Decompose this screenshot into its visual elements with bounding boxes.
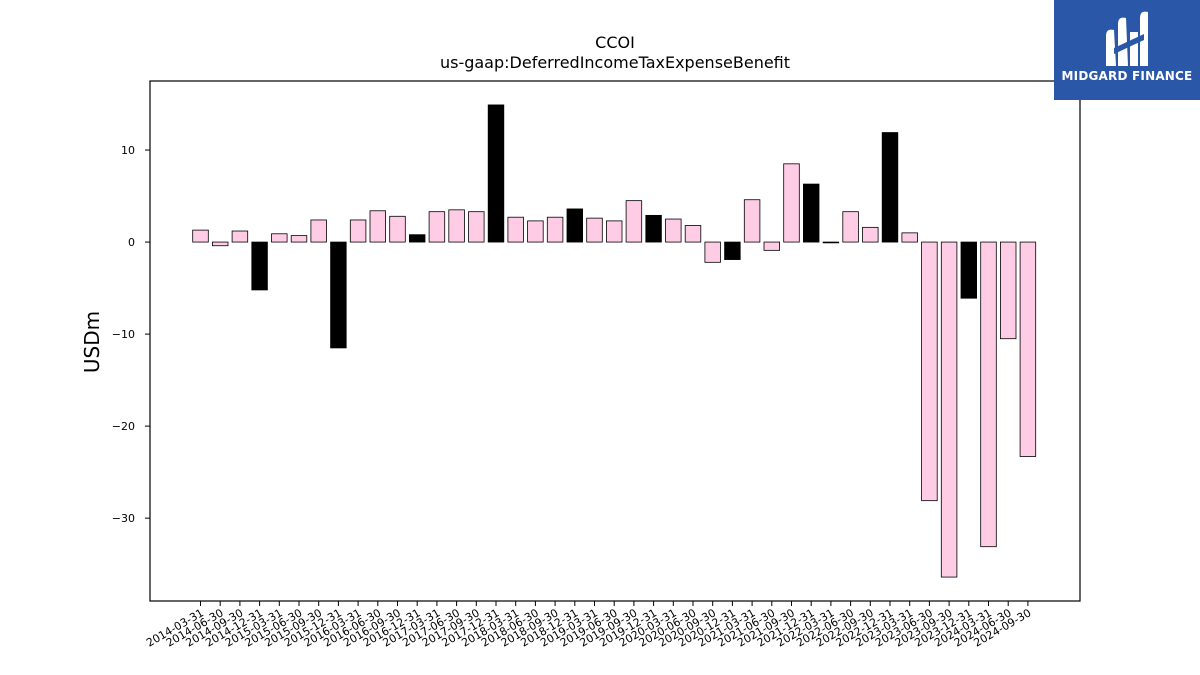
bar-2015-06-30 [290,235,308,243]
bar-2023-06-30 [921,241,938,502]
bar-2023-12-31 [960,241,978,299]
bar-2016-03-31 [349,219,367,243]
bar-2020-06-30 [684,225,702,243]
bar-2019-12-31 [645,214,662,243]
bar-2014-03-31 [192,229,209,243]
bar-2021-09-30 [783,163,800,243]
bar-2022-03-31 [822,241,840,244]
bar-2015-12-31 [330,241,347,349]
bar-2016-06-30 [369,210,387,243]
bar-2016-12-31 [408,234,426,243]
y-tick-label: −20 [112,420,135,433]
bar-2017-09-30 [468,211,485,243]
bar-2021-06-30 [763,241,781,251]
y-tick-label: 0 [128,236,135,249]
bar-2014-06-30 [211,241,229,247]
brand-logo: MIDGARD FINANCE [1054,0,1200,100]
midgard-logo-icon [1106,11,1148,67]
bar-2021-12-31 [803,183,820,243]
bar-2017-12-31 [487,104,505,243]
chart-subtitle: us-gaap:DeferredIncomeTaxExpenseBenefit [440,53,790,72]
bar-2019-03-31 [586,217,603,243]
bar-2018-12-31 [566,208,584,243]
bar-2024-09-30 [1019,241,1037,457]
bar-2022-12-31 [881,132,899,243]
bar-2020-12-31 [724,241,741,260]
bar-2023-03-31 [901,232,918,243]
bar-2014-09-30 [231,230,249,243]
bar-2022-09-30 [862,226,879,243]
bar-2019-09-30 [625,200,643,243]
bar-2016-09-30 [389,215,406,243]
bar-2017-03-31 [428,211,446,243]
bar-2015-09-30 [310,219,327,243]
y-tick-label: 10 [121,144,135,157]
bar-2018-06-30 [527,220,544,243]
y-tick-label: −30 [112,512,135,525]
bar-2018-09-30 [546,216,564,243]
bar-2019-06-30 [606,220,623,243]
chart-title: CCOI [595,33,635,52]
plot-frame [149,80,1081,602]
x-axis-ticks: 2014-03-312014-06-302014-09-302014-12-31… [144,601,1033,650]
bar-2017-06-30 [448,209,465,243]
bar-2024-06-30 [1000,241,1017,340]
bar-2018-03-31 [507,216,524,243]
bar-2024-03-31 [980,241,997,548]
bar-2022-06-30 [842,211,859,243]
bar-2021-03-31 [743,199,761,243]
bar-2014-12-31 [251,241,268,291]
y-axis-ticks: 10 0 −10 −20 −30 [112,144,150,525]
bar-2015-03-31 [271,233,288,243]
y-axis-label: USDm [80,311,104,373]
bar-2023-09-30 [940,241,958,578]
logo-text: MIDGARD FINANCE [1061,69,1193,83]
bar-2020-03-31 [665,218,682,243]
y-tick-label: −10 [112,328,135,341]
bars-group [192,104,1037,578]
bar-2020-09-30 [704,241,721,263]
